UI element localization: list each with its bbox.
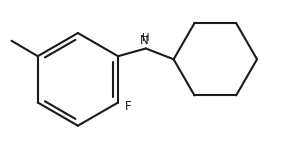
Text: H: H <box>142 33 150 43</box>
Text: N: N <box>140 34 148 47</box>
Text: F: F <box>125 100 131 113</box>
